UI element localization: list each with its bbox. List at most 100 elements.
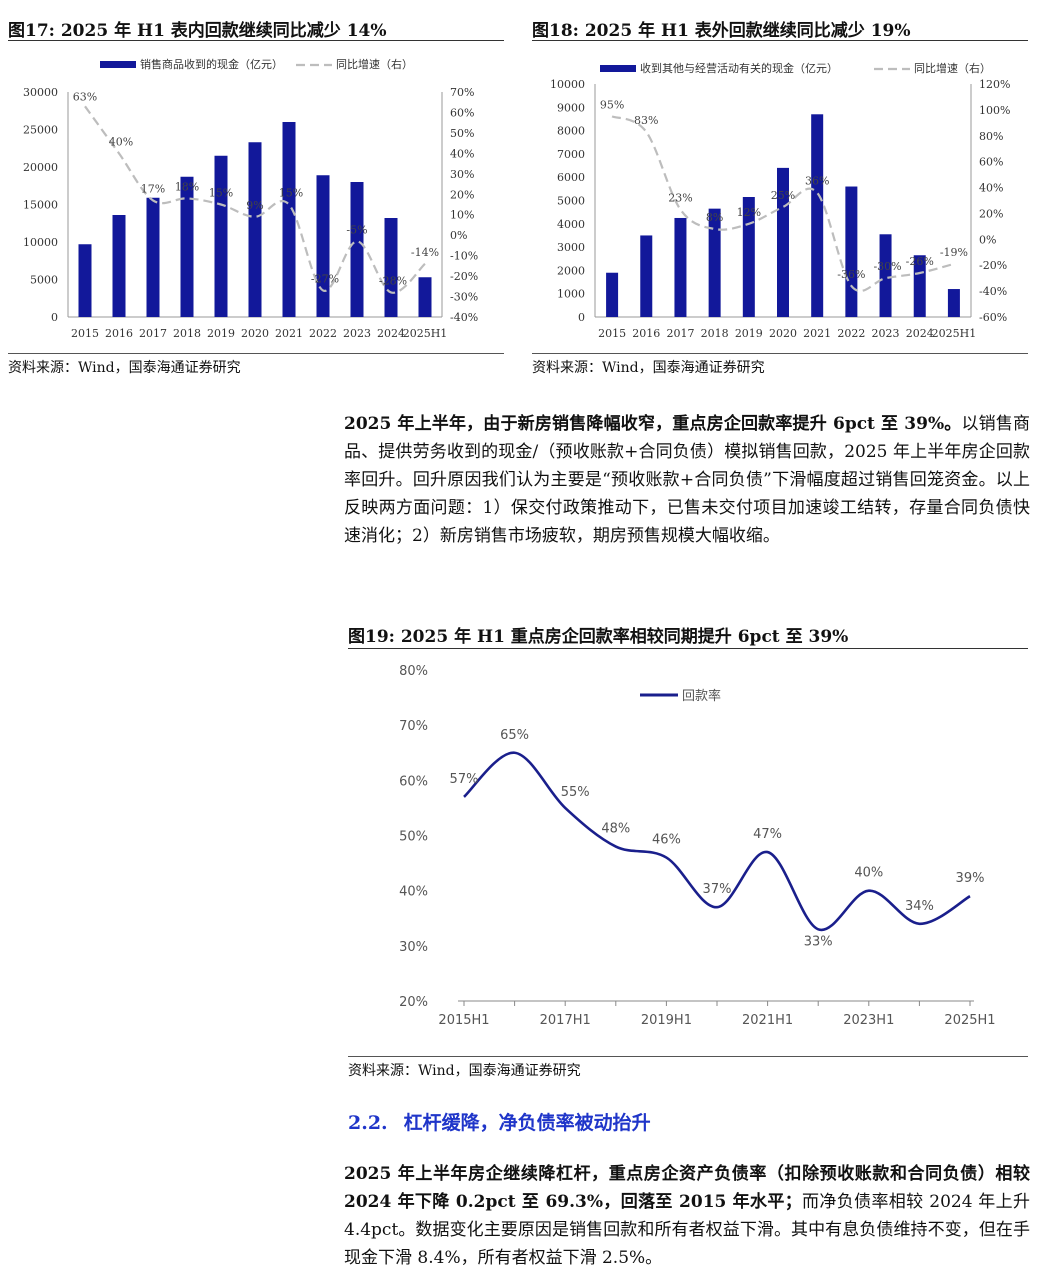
y-tick-label: 60% [399,774,428,789]
paragraph-1: 2025 年上半年，由于新房销售降幅收窄，重点房企回款率提升 6pct 至 39… [344,410,1030,550]
x-tick-label: 2017 [666,327,694,340]
growth-data-label: -36% [837,268,865,281]
bar [316,175,330,317]
return-rate-data-label: 47% [753,827,782,842]
fig17-source: 资料来源：Wind，国泰海通证券研究 [8,360,241,376]
y-tick-label: 80% [399,664,428,679]
paragraph-1-body: 以销售商品、提供劳务收到的现金/（预收账款+合同负债）模拟销售回款，2025 年… [344,414,1031,546]
growth-data-label: -19% [940,246,968,259]
y-tick-label: 70% [399,719,428,734]
bar [180,176,194,317]
y-left-tick-label: 9000 [557,101,585,114]
y-right-tick-label: 40% [450,147,474,160]
bar [742,197,755,317]
growth-data-label: 36% [805,175,829,188]
growth-data-label: -26% [906,255,934,268]
y-right-tick-label: 20% [450,188,474,201]
x-tick-label: 2015H1 [438,1013,489,1028]
bar [606,272,619,317]
bar [282,122,296,317]
bar [350,182,364,317]
y-left-tick-label: 5000 [30,274,58,287]
fig17-chart: 0 5000 10000 15000 20000 25000 30000 -40% -30% -2… [23,57,478,340]
legend-bar-label: 销售商品收到的现金（亿元） [140,57,283,71]
y-right-tick-label: 20% [979,207,1003,220]
legend-label: 回款率 [682,688,721,704]
y-right-tick-label: -30% [450,291,478,304]
bar [811,114,824,317]
growth-data-label: 8% [706,211,723,224]
y-tick-label: 40% [399,885,428,900]
x-tick-label: 2017 [139,327,167,340]
return-rate-data-label: 57% [450,772,479,787]
x-tick-label: 2021 [275,327,303,340]
y-right-tick-label: 40% [979,182,1003,195]
y-right-tick-label: 60% [979,156,1003,169]
paragraph-2: 2025 年上半年房企继续降杠杆，重点房企资产负债率（扣除预收账款和合同负债）相… [344,1160,1030,1272]
y-left-tick-label: 2000 [557,264,585,277]
x-tick-label: 2019H1 [641,1013,692,1028]
y-right-tick-label: -60% [979,311,1007,324]
return-rate-data-label: 65% [500,728,529,743]
growth-data-label: 40% [109,135,133,148]
bar [947,289,960,317]
growth-data-label: 12% [737,206,761,219]
legend-line-label: 同比增速（右） [914,61,991,75]
legend-bar-swatch [600,65,636,72]
y-left-tick-label: 7000 [557,148,585,161]
fig19-title-rule [348,648,1028,649]
return-rate-data-label: 40% [854,866,883,881]
x-tick-label: 2018 [701,327,729,340]
y-right-tick-label: 80% [979,130,1003,143]
legend-bar-swatch [100,61,136,68]
y-right-tick-label: 0% [450,229,467,242]
growth-data-label: -30% [873,260,901,273]
y-left-tick-label: 20000 [23,161,58,174]
fig17-bottom-rule [8,353,504,354]
return-rate-data-label: 48% [601,822,630,837]
section-heading: 2.2. 杠杆缓降，净负债率被动抬升 [348,1108,667,1135]
return-rate-data-label: 33% [804,934,833,949]
y-right-tick-label: -10% [450,250,478,263]
section-number: 2.2. [348,1112,388,1134]
y-tick-label: 50% [399,830,428,845]
y-tick-label: 30% [399,940,428,955]
x-tick-label: 2016 [105,327,133,340]
y-right-tick-label: 0% [979,233,996,246]
growth-data-label: -28% [379,274,407,287]
y-left-tick-label: 6000 [557,171,585,184]
bar [418,277,432,317]
x-tick-label: 2022 [837,327,865,340]
x-tick-label: 2025H1 [932,327,977,340]
x-tick-label: 2022 [309,327,337,340]
bar [640,235,653,317]
section-title: 杠杆缓降，净负债率被动抬升 [403,1112,651,1134]
paragraph-1-lead: 2025 年上半年，由于新房销售降幅收窄，重点房企回款率提升 6pct 至 39… [344,414,962,434]
y-left-tick-label: 4000 [557,218,585,231]
growth-data-label: 23% [668,192,692,205]
y-left-tick-label: 15000 [23,199,58,212]
y-right-tick-label: -40% [450,311,478,324]
bar [214,155,228,317]
y-left-tick-label: 5000 [557,195,585,208]
bar [384,218,398,317]
y-right-tick-label: 70% [450,86,474,99]
growth-data-label: -14% [411,246,439,259]
fig19-title: 图19: 2025 年 H1 重点房企回款率相较同期提升 6pct 至 39% [348,627,849,647]
fig18-chart: 0 1000 2000 3000 4000 5000 6000 7000 8000 9000 100… [550,61,1010,340]
return-rate-data-label: 55% [561,785,590,800]
x-tick-label: 2015 [598,327,626,340]
fig17-title: 图17: 2025 年 H1 表内回款继续同比减少 14% [8,21,387,41]
x-tick-label: 2016 [632,327,660,340]
y-right-tick-label: 50% [450,127,474,140]
return-rate-data-label: 46% [652,833,681,848]
x-tick-label: 2023 [343,327,371,340]
y-left-tick-label: 30000 [23,86,58,99]
y-left-tick-label: 3000 [557,241,585,254]
growth-line [611,115,955,293]
bar [112,215,126,317]
y-right-tick-label: 60% [450,106,474,119]
growth-data-label: 83% [634,114,658,127]
bar [708,208,721,317]
x-tick-label: 2021 [803,327,831,340]
